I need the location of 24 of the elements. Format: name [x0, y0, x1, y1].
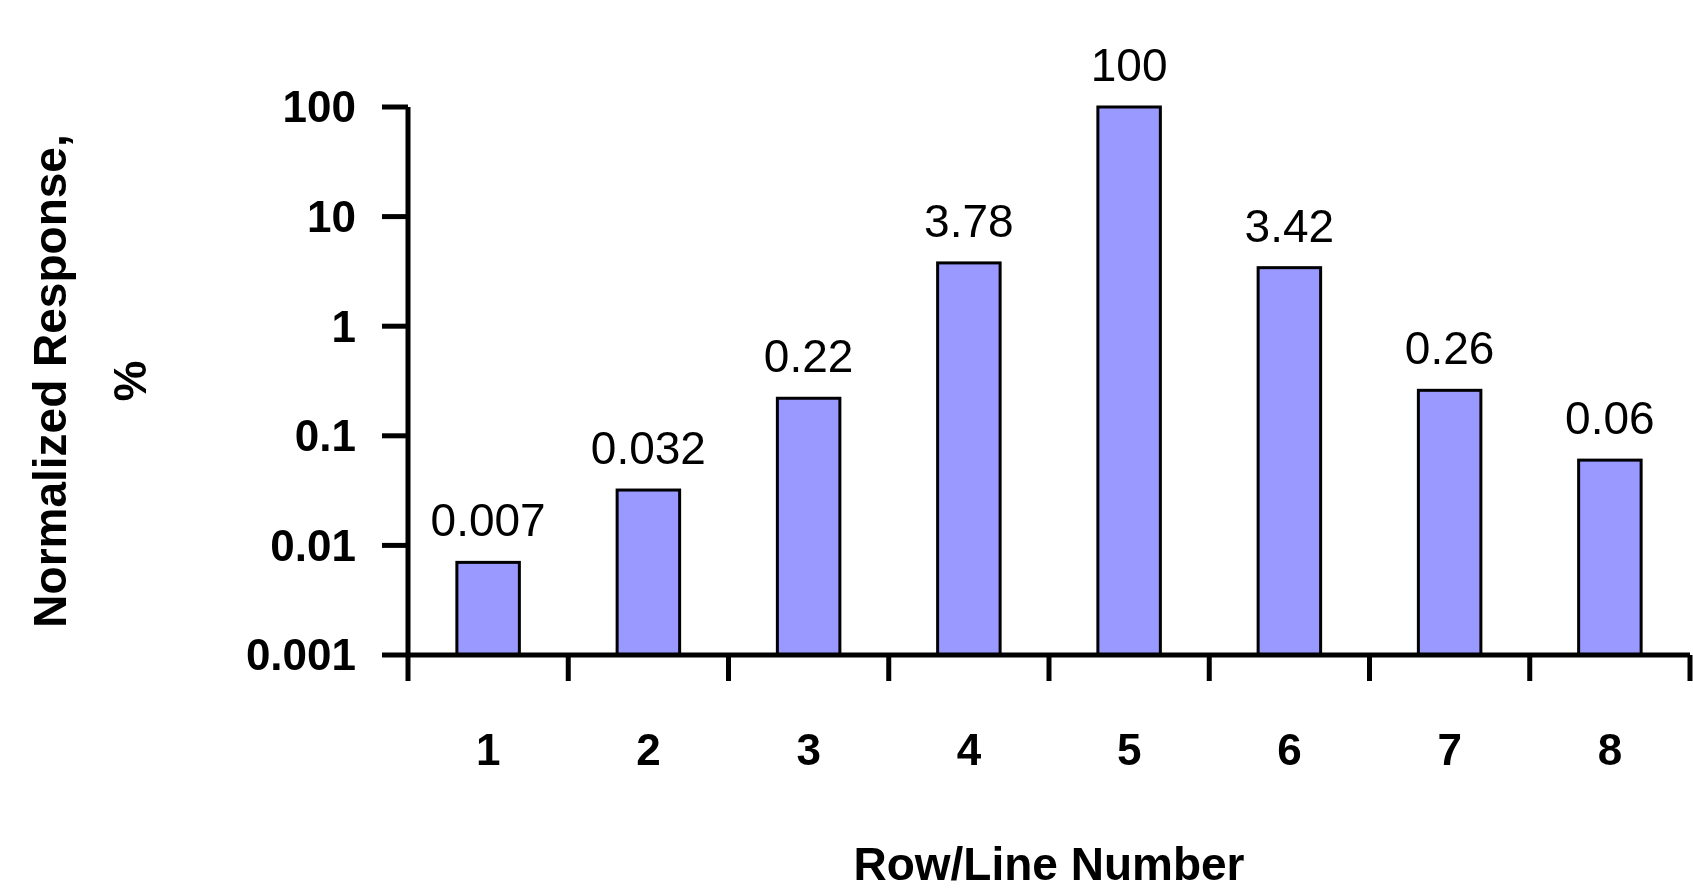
data-label: 0.032 [590, 422, 706, 475]
y-axis-title: Normalized Response, % [24, 134, 157, 628]
x-axis-title: Row/Line Number [853, 838, 1245, 889]
data-label: 100 [1090, 39, 1168, 91]
x-tick-label: 7 [1437, 725, 1462, 775]
x-tick-label: 2 [636, 725, 661, 775]
data-label: 0.22 [763, 330, 854, 383]
x-tick-label: 4 [956, 725, 982, 775]
data-label: 3.42 [1244, 199, 1335, 252]
data-label: 3.78 [924, 194, 1014, 247]
x-tick-label: 6 [1277, 725, 1302, 775]
data-label: 0.007 [430, 494, 546, 547]
y-tick-label: 100 [282, 82, 356, 132]
x-tick-label: 1 [475, 725, 501, 775]
data-label: 0.06 [1565, 392, 1655, 445]
y-tick-label: 10 [307, 192, 356, 241]
x-tick-label: 5 [1116, 725, 1142, 775]
y-tick-label: 0.1 [294, 411, 356, 461]
x-tick-label: 8 [1597, 725, 1623, 775]
y-tick-label: 1 [331, 301, 356, 351]
x-tick-label: 3 [796, 725, 821, 775]
y-tick-label: 0.01 [270, 520, 356, 570]
data-label: 0.26 [1404, 322, 1495, 375]
y-tick-label: 0.001 [245, 630, 356, 680]
